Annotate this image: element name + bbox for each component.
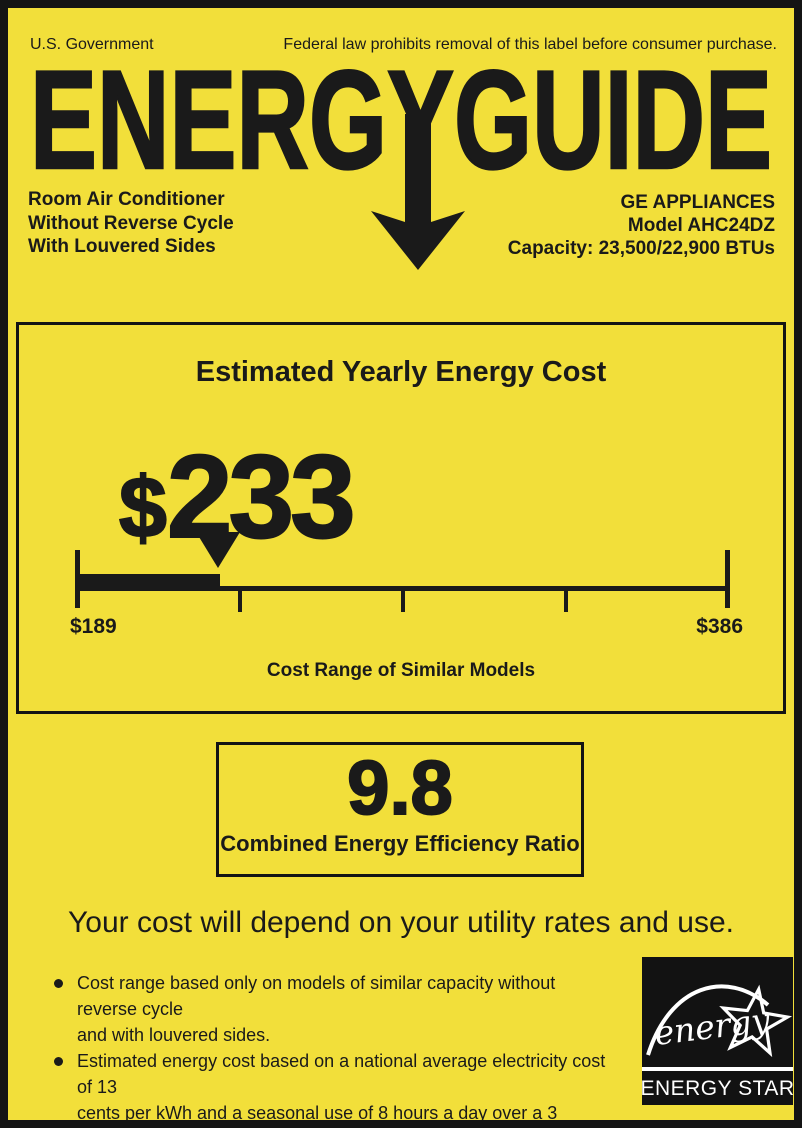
capacity-text: Capacity: 23,500/22,900 BTUs: [507, 238, 775, 259]
bullet-icon: [54, 979, 63, 988]
wordmark-text: ENERGYGUIDE: [30, 64, 772, 198]
efficiency-ratio-box: 9.8 Combined Energy Efficiency Ratio: [216, 742, 584, 877]
marker-triangle-icon: [196, 532, 240, 568]
ceer-label: Combined Energy Efficiency Ratio: [220, 831, 580, 856]
ceer-value: 9.8: [346, 746, 454, 831]
footnote-list: Cost range based only on models of simil…: [54, 970, 610, 1123]
model-number: Model AHC24DZ: [627, 215, 775, 236]
range-caption: Cost Range of Similar Models: [266, 660, 536, 681]
range-max-label: $386: [696, 615, 743, 638]
yearly-cost-box: Estimated Yearly Energy Cost $ 233 $189 …: [16, 322, 786, 714]
energy-star-wordmark: ENERGY STAR: [642, 1077, 793, 1100]
range-min-label: $189: [70, 615, 117, 638]
scale-tick: [401, 586, 405, 612]
scale-tick: [238, 586, 242, 612]
cost-amount: 233: [166, 431, 357, 563]
footnote-text: Estimated energy cost based on a nationa…: [77, 1051, 606, 1123]
scale-filled-segment: [77, 574, 220, 591]
us-government-text: U.S. Government: [30, 36, 154, 53]
brand-name: GE APPLIANCES: [620, 192, 776, 213]
star-icon: [719, 984, 793, 1058]
arc-graphic: [646, 984, 770, 1056]
utility-rates-headline: Your cost will depend on your utility ra…: [68, 906, 734, 939]
scale-right-endcap: [725, 550, 730, 608]
down-arrow-icon: [371, 114, 465, 270]
list-item: Estimated energy cost based on a nationa…: [54, 1048, 610, 1123]
product-id-block: GE APPLIANCES Model AHC24DZ Capacity: 23…: [508, 191, 775, 260]
currency-sign: $: [118, 460, 168, 556]
energyguide-wordmark: ENERGYGUIDE: [29, 64, 773, 270]
energy-star-logo: energy ENERGY STAR: [642, 957, 793, 1105]
federal-law-text: Federal law prohibits removal of this la…: [283, 36, 777, 53]
product-type-lines: Room Air Conditioner Without Reverse Cyc…: [28, 189, 234, 257]
bullet-icon: [54, 1057, 63, 1066]
scale-tick: [564, 586, 568, 612]
header-row: U.S. Government Federal law prohibits re…: [30, 36, 777, 54]
footnote-text: Cost range based only on models of simil…: [77, 973, 556, 1045]
cost-box-title: Estimated Yearly Energy Cost: [195, 356, 607, 388]
divider: [642, 1067, 793, 1071]
list-item: Cost range based only on models of simil…: [54, 970, 610, 1048]
